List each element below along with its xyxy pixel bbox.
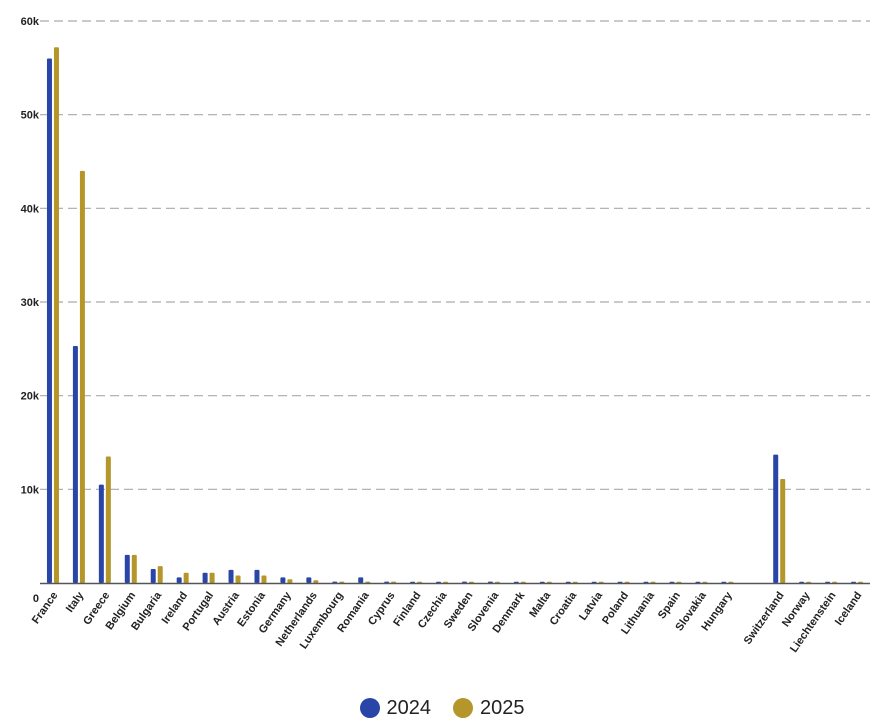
gridlines bbox=[40, 20, 870, 490]
legend-label-2025: 2025 bbox=[480, 696, 525, 719]
bar-2024-greece[interactable] bbox=[98, 484, 104, 583]
bar-chart: 0 10k 20k 30k 40k 50k 60k France ItalyGreeceBel… bbox=[21, 16, 870, 655]
bar-2025-germany[interactable] bbox=[287, 579, 293, 583]
y-tick-label: 50k bbox=[21, 110, 40, 122]
x-tick-label: Switzerland bbox=[742, 590, 787, 647]
bar-2024-sweden[interactable] bbox=[461, 581, 467, 583]
bar-2024-switzerland[interactable] bbox=[773, 454, 779, 583]
bar-2025-slovakia[interactable] bbox=[702, 581, 708, 583]
bar-2025-cyprus[interactable] bbox=[391, 581, 397, 583]
bar-2024-bulgaria[interactable] bbox=[150, 568, 156, 583]
bar-2025-ireland[interactable] bbox=[183, 572, 189, 583]
bar-2025-poland[interactable] bbox=[624, 581, 630, 583]
y-tick-label: 0 bbox=[33, 593, 39, 605]
bar-2025-hungary[interactable] bbox=[728, 581, 734, 583]
x-tick-label: Malta bbox=[527, 589, 553, 620]
y-tick-label: 10k bbox=[21, 484, 40, 496]
legend-label-2024: 2024 bbox=[386, 696, 432, 719]
legend: 2024 2025 bbox=[0, 693, 884, 723]
bar-2024-lithuania[interactable] bbox=[643, 581, 649, 583]
bar-2024-cyprus[interactable] bbox=[384, 581, 390, 583]
bars bbox=[46, 47, 864, 583]
x-tick-label: Spain bbox=[656, 590, 683, 622]
legend-marker-2025 bbox=[453, 698, 473, 718]
bar-2025-austria[interactable] bbox=[235, 575, 241, 583]
y-tick-label: 20k bbox=[21, 391, 40, 403]
bar-2025-lithuania[interactable] bbox=[650, 581, 656, 583]
bar-2024-malta[interactable] bbox=[539, 581, 545, 583]
legend-item-2024[interactable]: 2024 bbox=[359, 696, 432, 720]
bar-2024-croatia[interactable] bbox=[565, 581, 571, 583]
bar-2024-finland[interactable] bbox=[410, 581, 416, 583]
bar-2024-estonia[interactable] bbox=[254, 569, 260, 583]
x-axis: France ItalyGreeceBelgiumBulgariaIrelandP… bbox=[30, 582, 870, 655]
legend-marker-2024 bbox=[359, 698, 380, 718]
bar-2024-portugal[interactable] bbox=[202, 572, 208, 583]
bar-2025-romania[interactable] bbox=[365, 581, 371, 583]
bar-2024-luxembourg[interactable] bbox=[332, 581, 338, 583]
bar-2024-ireland[interactable] bbox=[176, 577, 182, 583]
bar-2024-czechia[interactable] bbox=[436, 581, 442, 583]
bar-2024-belgium[interactable] bbox=[124, 554, 130, 583]
bar-2025-belgium[interactable] bbox=[131, 554, 137, 583]
bar-2025-france[interactable] bbox=[53, 47, 59, 583]
bar-2025-netherlands[interactable] bbox=[313, 580, 319, 583]
x-tick-label: Croatia bbox=[548, 589, 580, 628]
bar-2025-portugal[interactable] bbox=[209, 572, 215, 583]
y-tick-label: 40k bbox=[21, 203, 40, 215]
bar-2025-latvia[interactable] bbox=[598, 581, 604, 583]
bar-2024-germany[interactable] bbox=[280, 577, 286, 583]
bar-2024-slovenia[interactable] bbox=[487, 581, 493, 583]
bar-2025-malta[interactable] bbox=[546, 581, 552, 583]
legend-item-2025[interactable]: 2025 bbox=[453, 697, 525, 720]
bar-2025-iceland[interactable] bbox=[858, 581, 864, 583]
bar-2025-liechtenstein[interactable] bbox=[832, 581, 838, 583]
bar-2024-iceland[interactable] bbox=[851, 581, 857, 583]
bar-2025-finland[interactable] bbox=[417, 581, 423, 583]
bar-2025-greece[interactable] bbox=[105, 456, 111, 583]
bar-2025-italy[interactable] bbox=[79, 170, 85, 583]
bar-2025-estonia[interactable] bbox=[261, 575, 267, 583]
bar-2025-slovenia[interactable] bbox=[494, 581, 500, 583]
bar-2024-poland[interactable] bbox=[617, 581, 623, 583]
bar-2025-spain[interactable] bbox=[676, 581, 682, 583]
bar-2025-switzerland[interactable] bbox=[780, 479, 786, 583]
bar-2024-spain[interactable] bbox=[669, 581, 675, 583]
bar-2025-norway[interactable] bbox=[806, 581, 812, 583]
bar-2024-italy[interactable] bbox=[72, 346, 78, 583]
bar-2024-romania[interactable] bbox=[358, 577, 364, 583]
bar-2024-denmark[interactable] bbox=[513, 581, 519, 583]
bar-2024-austria[interactable] bbox=[228, 569, 234, 583]
x-tick-label: Iceland bbox=[833, 590, 865, 628]
bar-2024-liechtenstein[interactable] bbox=[825, 581, 831, 583]
y-tick-label: 60k bbox=[21, 16, 40, 28]
y-tick-label: 30k bbox=[21, 297, 40, 309]
bar-2024-norway[interactable] bbox=[799, 581, 805, 583]
bar-2025-bulgaria[interactable] bbox=[157, 566, 163, 583]
bar-2024-france[interactable] bbox=[46, 58, 52, 583]
bar-2024-hungary[interactable] bbox=[721, 581, 727, 583]
bar-2024-netherlands[interactable] bbox=[306, 577, 312, 583]
bar-2024-slovakia[interactable] bbox=[695, 581, 701, 583]
bar-2025-denmark[interactable] bbox=[520, 581, 526, 583]
bar-2024-latvia[interactable] bbox=[591, 581, 597, 583]
x-tick-label: Italy bbox=[64, 589, 87, 615]
bar-2025-luxembourg[interactable] bbox=[339, 581, 345, 583]
bar-2025-sweden[interactable] bbox=[468, 581, 474, 583]
bar-2025-croatia[interactable] bbox=[572, 581, 578, 583]
y-axis: 0 10k 20k 30k 40k 50k 60k bbox=[21, 16, 40, 605]
bar-2025-czechia[interactable] bbox=[443, 581, 449, 583]
